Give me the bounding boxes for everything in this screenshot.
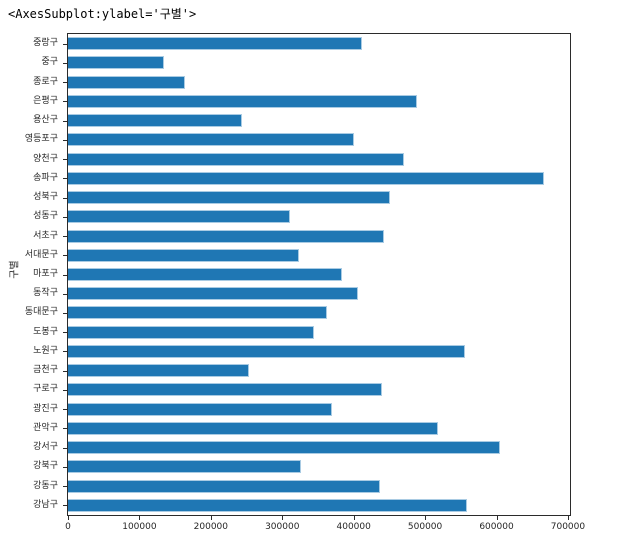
y-tick-mark xyxy=(63,332,67,334)
x-tick-label: 400000 xyxy=(336,522,371,532)
y-tick-mark xyxy=(63,120,67,122)
y-tick-label: 종로구 xyxy=(33,76,58,87)
x-tick-mark xyxy=(567,516,569,520)
x-tick-mark xyxy=(496,516,498,520)
y-tick-mark xyxy=(63,428,67,430)
bar xyxy=(68,460,301,474)
bar xyxy=(68,287,358,301)
bar xyxy=(68,114,243,128)
y-tick-mark xyxy=(63,370,67,372)
x-tick-label: 700000 xyxy=(550,522,586,532)
y-tick-label: 동작구 xyxy=(33,288,58,299)
y-tick-label: 강북구 xyxy=(33,461,58,472)
bar xyxy=(68,191,391,205)
y-tick-mark xyxy=(63,197,67,199)
y-tick-mark xyxy=(63,351,67,353)
x-tick-label: 500000 xyxy=(407,522,443,532)
y-tick-mark xyxy=(63,409,67,411)
y-tick-label: 강서구 xyxy=(33,442,58,453)
y-tick-mark xyxy=(63,274,67,276)
bar xyxy=(68,94,417,108)
y-tick-label: 강동구 xyxy=(33,480,58,491)
bar xyxy=(68,210,291,224)
y-tick-mark xyxy=(63,312,67,314)
x-tick-label: 600000 xyxy=(479,522,514,532)
bar xyxy=(68,441,501,455)
y-tick-mark xyxy=(63,389,67,391)
plot-area xyxy=(67,33,571,516)
y-tick-mark xyxy=(63,293,67,295)
x-tick-mark xyxy=(353,516,355,520)
y-tick-mark xyxy=(63,178,67,180)
x-tick-mark xyxy=(282,516,284,520)
y-tick-label: 송파구 xyxy=(33,172,58,183)
y-tick-label: 노원구 xyxy=(33,345,58,356)
bar xyxy=(68,306,328,320)
y-tick-label: 성동구 xyxy=(33,211,58,222)
x-tick-label: 200000 xyxy=(193,522,229,532)
y-tick-label: 중랑구 xyxy=(33,38,58,49)
bar xyxy=(68,268,343,281)
bar xyxy=(68,75,186,89)
x-tick-label: 300000 xyxy=(265,522,300,532)
bar xyxy=(68,498,468,512)
y-tick-label: 강남구 xyxy=(33,499,58,510)
bar xyxy=(68,364,249,378)
y-tick-mark xyxy=(63,505,67,507)
y-tick-label: 은평구 xyxy=(33,95,58,106)
y-tick-mark xyxy=(63,139,67,141)
bar xyxy=(68,152,405,166)
y-tick-label: 도봉구 xyxy=(33,326,58,337)
bar xyxy=(68,421,438,435)
y-tick-mark xyxy=(63,255,67,257)
y-tick-mark xyxy=(63,466,67,468)
x-tick-label: 100000 xyxy=(122,522,157,532)
bar xyxy=(68,383,382,397)
bar xyxy=(68,133,354,147)
y-tick-mark xyxy=(63,447,67,449)
bar xyxy=(68,229,385,243)
axes-repr-text: <AxesSubplot:ylabel='구별'> xyxy=(8,7,197,21)
y-tick-mark xyxy=(63,101,67,103)
y-tick-label: 영등포구 xyxy=(24,134,58,145)
x-tick-mark xyxy=(210,516,212,520)
y-tick-label: 광진구 xyxy=(33,403,58,414)
bar xyxy=(68,248,300,262)
y-tick-mark xyxy=(63,486,67,488)
y-tick-mark xyxy=(63,82,67,84)
bar xyxy=(68,56,165,70)
x-tick-mark xyxy=(68,516,69,520)
bar xyxy=(68,344,466,358)
y-tick-label: 서대문구 xyxy=(24,249,58,260)
bar xyxy=(68,402,333,416)
bar xyxy=(68,37,362,51)
y-tick-mark xyxy=(63,216,67,218)
y-tick-label: 성북구 xyxy=(33,192,58,203)
y-tick-mark xyxy=(63,159,67,161)
y-tick-label: 양천구 xyxy=(33,153,58,164)
y-tick-mark xyxy=(63,236,67,238)
x-tick-label: 0 xyxy=(65,522,71,532)
y-tick-label: 관악구 xyxy=(33,422,58,433)
y-tick-label: 금천구 xyxy=(33,365,58,376)
y-tick-label: 동대문구 xyxy=(24,307,58,318)
y-tick-label: 구로구 xyxy=(33,384,58,395)
bar xyxy=(68,171,544,185)
x-tick-mark xyxy=(139,516,141,520)
y-tick-mark xyxy=(63,62,67,64)
y-tick-label: 서초구 xyxy=(33,230,58,241)
y-tick-label: 중구 xyxy=(41,57,58,68)
bar xyxy=(68,325,314,339)
y-tick-label: 용산구 xyxy=(33,115,58,126)
x-tick-mark xyxy=(425,516,427,520)
bar xyxy=(68,479,381,493)
y-tick-label: 마포구 xyxy=(33,269,58,279)
y-tick-mark xyxy=(63,43,67,45)
